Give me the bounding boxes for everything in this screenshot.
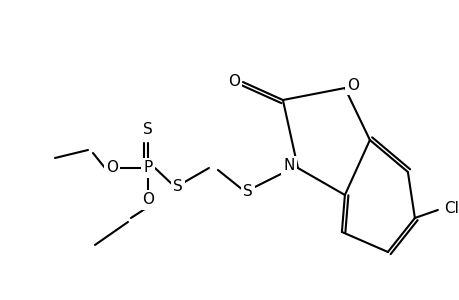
Text: O: O xyxy=(228,74,240,88)
Text: O: O xyxy=(346,77,358,92)
Text: S: S xyxy=(173,179,182,194)
Text: S: S xyxy=(242,184,252,200)
Text: Cl: Cl xyxy=(443,202,459,217)
Text: P: P xyxy=(143,160,152,175)
Text: N: N xyxy=(283,158,294,173)
Text: O: O xyxy=(106,160,118,175)
Text: S: S xyxy=(143,122,152,136)
Text: O: O xyxy=(142,193,154,208)
